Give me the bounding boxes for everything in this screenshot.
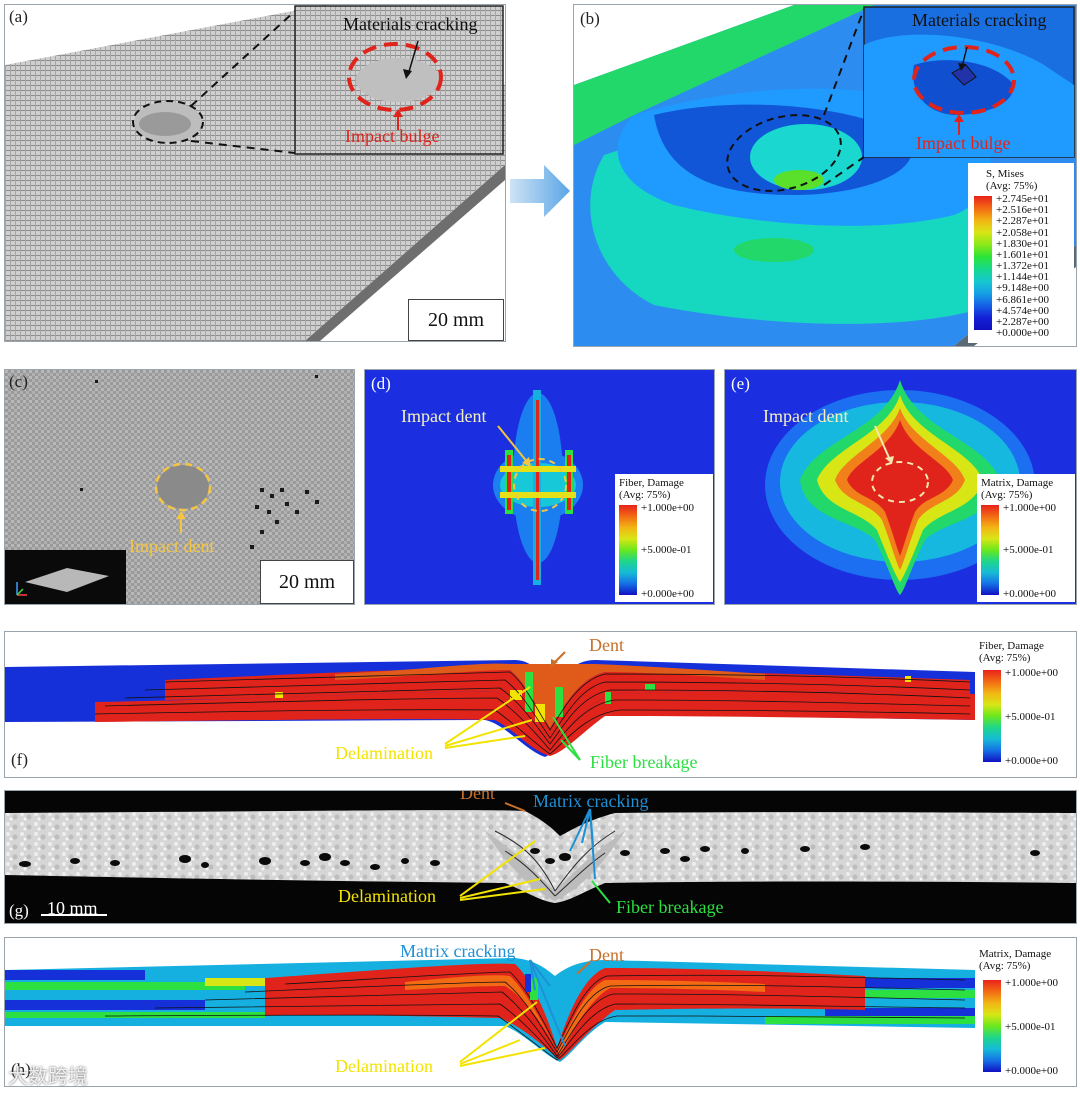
- scale-bar-label: 10 mm: [47, 898, 98, 918]
- annotation-materials-cracking: Materials cracking: [343, 14, 478, 34]
- annotation-impact-dent: Impact dent: [129, 536, 215, 556]
- panel-a-ct-surface: (a) Materials cracking Impact bulge 20 m…: [4, 4, 506, 342]
- matrix-damage-legend: Matrix, Damage (Avg: 75%) +1.000e+00 +5.…: [979, 948, 1075, 1080]
- panel-label: (h): [11, 1060, 31, 1079]
- panel-h-image: [5, 938, 1076, 1086]
- panel-label: (g): [9, 901, 29, 920]
- legend-tick: +0.000e+00: [1005, 755, 1059, 767]
- annotation-matrix-cracking: Matrix cracking: [400, 941, 516, 961]
- scale-bar: 20 mm: [260, 560, 354, 604]
- legend-title: Fiber, Damage: [979, 640, 1044, 652]
- legend-title: Matrix, Damage: [981, 477, 1054, 489]
- legend-tick: +1.830e+01: [996, 238, 1050, 250]
- fiber-damage-legend: Fiber, Damage (Avg: 75%) +1.000e+00 +5.0…: [979, 640, 1075, 768]
- legend-tick: +2.745e+01: [996, 193, 1050, 205]
- panel-e-matrix-damage: (e) Impact dent Matrix, Damage (Avg: 75%…: [724, 369, 1077, 605]
- annotation-dent: Dent: [589, 945, 624, 965]
- scale-bar-label: 20 mm: [427, 308, 485, 331]
- annotation-impact-dent: Impact dent: [401, 406, 487, 426]
- panel-d-fiber-damage: (d) Impact dent Fiber, Damage (Avg: 75%)…: [364, 369, 715, 605]
- legend-subtitle: (Avg: 75%): [986, 180, 1038, 192]
- legend-subtitle: (Avg: 75%): [981, 489, 1033, 501]
- panel-a-image: [5, 5, 505, 341]
- matrix-damage-legend: Matrix, Damage (Avg: 75%) +1.000e+00 +5.…: [981, 477, 1075, 601]
- legend-tick: +0.000e+00: [1003, 588, 1057, 600]
- legend-tick: +5.000e-01: [1003, 544, 1054, 556]
- legend-tick: +6.861e+00: [996, 294, 1050, 306]
- panel-label: (f): [11, 750, 28, 769]
- legend-tick: +0.000e+00: [996, 327, 1050, 339]
- legend-tick: +1.000e+00: [1005, 977, 1059, 989]
- panel-label: (b): [580, 9, 600, 28]
- panel-f-image: [5, 632, 1076, 777]
- annotation-delamination: Delamination: [335, 1056, 433, 1076]
- annotation-materials-cracking: Materials cracking: [912, 10, 1047, 30]
- watermark: 大数跨境: [8, 1064, 88, 1088]
- zoom-circle: [132, 100, 204, 144]
- legend-tick: +2.287e+01: [996, 215, 1050, 227]
- legend-subtitle: (Avg: 75%): [619, 489, 671, 501]
- legend-subtitle: (Avg: 75%): [979, 652, 1031, 664]
- mises-legend: S, Mises (Avg: 75%) +2.745e+01 +2.516e+0…: [972, 168, 1072, 343]
- annotation-delamination: Delamination: [338, 886, 436, 906]
- panel-b-image: [574, 5, 1076, 346]
- annotation-dent: Dent: [460, 790, 495, 803]
- scale-bar: 20 mm: [408, 299, 504, 341]
- legend-tick: +1.000e+00: [641, 502, 695, 514]
- legend-tick: +1.000e+00: [1005, 667, 1059, 679]
- legend-title: Matrix, Damage: [979, 948, 1052, 960]
- legend-color-bar: [974, 196, 992, 330]
- legend-tick: +1.000e+00: [1003, 502, 1057, 514]
- annotation-fiber-breakage: Fiber breakage: [616, 897, 724, 917]
- legend-tick: +9.148e+00: [996, 282, 1050, 294]
- legend-color-bar: [983, 980, 1001, 1072]
- scale-bar-label: 20 mm: [278, 570, 336, 593]
- legend-tick: +5.000e-01: [641, 544, 692, 556]
- panel-label: (c): [9, 372, 28, 391]
- panel-c-ct-surface: (c) Impact dent 20 mm: [4, 369, 355, 605]
- annotation-impact-dent: Impact dent: [763, 406, 849, 426]
- bulge-ellipse: [347, 42, 443, 112]
- panel-g-ct-section: (g) 10 mm Dent Matrix cracking Delaminat…: [4, 790, 1077, 924]
- legend-tick: +5.000e-01: [1005, 1021, 1056, 1033]
- annotation-impact-bulge: Impact bulge: [345, 126, 440, 146]
- legend-subtitle: (Avg: 75%): [979, 960, 1031, 972]
- annotation-delamination: Delamination: [335, 743, 433, 763]
- legend-tick: +2.058e+01: [996, 227, 1050, 239]
- fiber-damage-legend: Fiber, Damage (Avg: 75%) +1.000e+00 +5.0…: [619, 477, 713, 601]
- panel-e-image: [725, 370, 1076, 604]
- legend-tick: +2.516e+01: [996, 204, 1050, 216]
- panel-h-matrix-damage-section: (h) Matrix cracking Dent Delamination Ma…: [4, 937, 1077, 1087]
- legend-tick: +4.574e+00: [996, 305, 1050, 317]
- legend-tick: +1.601e+01: [996, 249, 1050, 261]
- annotation-dent: Dent: [589, 635, 624, 655]
- panel-label: (d): [371, 374, 391, 393]
- legend-tick: +1.372e+01: [996, 260, 1050, 272]
- legend-tick: +2.287e+00: [996, 316, 1050, 328]
- legend-color-bar: [983, 670, 1001, 762]
- panel-g-image: [5, 791, 1076, 923]
- legend-tick: +1.144e+01: [996, 271, 1050, 283]
- legend-tick: +5.000e-01: [1005, 711, 1056, 723]
- annotation-impact-bulge: Impact bulge: [916, 133, 1011, 153]
- right-arrow-icon: [510, 165, 570, 217]
- annotation-matrix-cracking: Matrix cracking: [533, 791, 649, 811]
- legend-tick: +0.000e+00: [1005, 1065, 1059, 1077]
- legend-title: S, Mises: [986, 168, 1024, 180]
- impact-dent-circle: [154, 462, 212, 512]
- legend-color-bar: [981, 505, 999, 595]
- panel-label: (e): [731, 374, 750, 393]
- legend-color-bar: [619, 505, 637, 595]
- legend-title: Fiber, Damage: [619, 477, 684, 489]
- annotation-fiber-breakage: Fiber breakage: [590, 752, 698, 772]
- legend-tick: +0.000e+00: [641, 588, 695, 600]
- panel-label: (a): [9, 7, 28, 26]
- panel-f-fiber-damage-section: (f) Dent Delamination Fiber breakage Fib…: [4, 631, 1077, 778]
- panel-b-fe-mises: (b) Materials cracking Impact bulge S, M…: [573, 4, 1077, 347]
